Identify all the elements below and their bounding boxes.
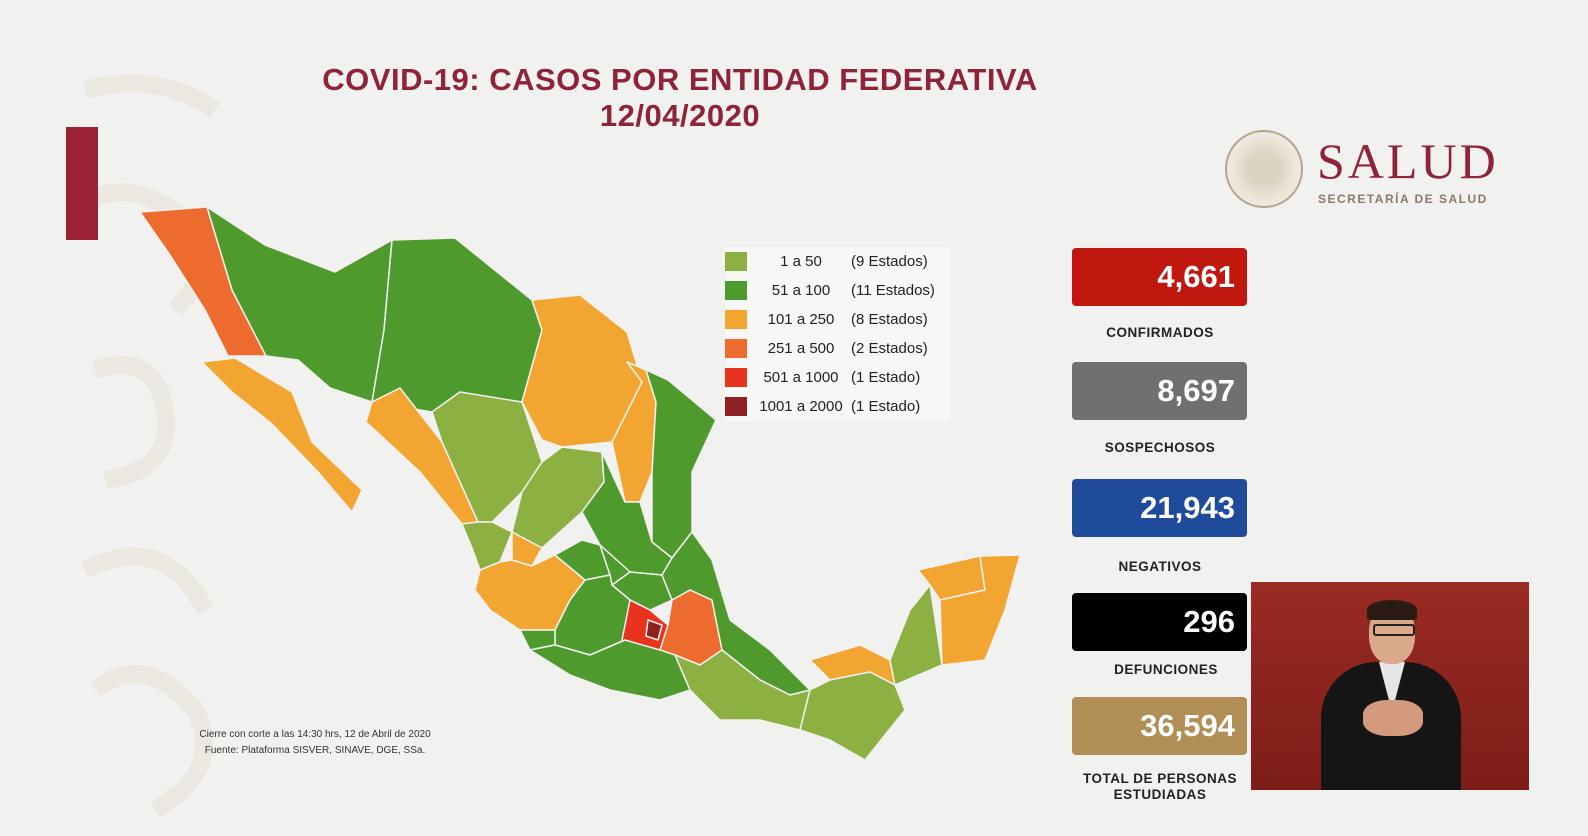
map-legend: 1 a 50 (9 Estados) 51 a 100 (11 Estados) 1… [725, 247, 950, 421]
state-chihuahua [371, 237, 543, 413]
state-campeche [889, 584, 943, 686]
legend-count: (9 Estados) [851, 253, 928, 270]
legend-range: 101 a 250 [767, 311, 835, 328]
sign-language-interpreter-video [1251, 582, 1529, 790]
legend-count: (1 Estado) [851, 398, 921, 415]
footnote-source: Fuente: Plataforma SISVER, SINAVE, DGE, … [204, 745, 426, 756]
legend-swatch [725, 281, 747, 300]
confirmed-count: 4,661 [1072, 248, 1247, 306]
title-date: 12/04/2020 [599, 98, 761, 133]
legend-count: (11 Estados) [851, 282, 935, 299]
legend-swatch [725, 252, 747, 271]
legend-item: 501 a 1000 (1 Estado) [725, 363, 950, 392]
salud-logo: SALUD SECRETARÍA DE SALUD [1225, 130, 1525, 210]
total-studied-label: TOTAL DE PERSONAS ESTUDIADAS [1082, 771, 1238, 802]
accent-bar [66, 127, 98, 240]
state-cdmx [645, 619, 663, 641]
legend-swatch [725, 310, 747, 329]
legend-item: 1001 a 2000 (1 Estado) [725, 392, 950, 421]
confirmed-label: CONFIRMADOS [1106, 325, 1214, 340]
legend-count: (1 Estado) [851, 369, 921, 386]
total-studied-count: 36,594 [1072, 697, 1247, 755]
state-quintana-roo [939, 554, 1021, 666]
interpreter-glasses [1373, 624, 1415, 636]
footnote-cutoff: Cierre con corte a las 14:30 hrs, 12 de … [199, 729, 431, 740]
state-baja-california-sur [201, 357, 363, 513]
legend-range: 51 a 100 [771, 282, 831, 299]
legend-count: (2 Estados) [851, 340, 928, 357]
legend-item: 251 a 500 (2 Estados) [725, 334, 950, 363]
state-nayarit [461, 521, 513, 571]
logo-subtitle: SECRETARÍA DE SALUD [1318, 192, 1488, 206]
negative-label: NEGATIVOS [1118, 559, 1202, 574]
state-chiapas [799, 671, 906, 761]
deaths-label: DEFUNCIONES [1114, 662, 1218, 677]
suspected-count: 8,697 [1072, 362, 1247, 420]
interpreter-hair [1367, 600, 1417, 620]
legend-swatch [725, 368, 747, 387]
footnote: Cierre con corte a las 14:30 hrs, 12 de … [160, 727, 470, 759]
title-line-1: COVID-19: CASOS POR ENTIDAD FEDERATIVA [322, 62, 1038, 97]
legend-count: (8 Estados) [851, 311, 928, 328]
page-title: COVID-19: CASOS POR ENTIDAD FEDERATIVA 1… [250, 62, 1110, 134]
logo-name: SALUD [1317, 133, 1499, 189]
suspected-label: SOSPECHOSOS [1104, 440, 1216, 455]
legend-item: 51 a 100 (11 Estados) [725, 276, 950, 305]
legend-swatch [725, 339, 747, 358]
legend-range: 1001 a 2000 [759, 398, 843, 415]
deaths-count: 296 [1072, 593, 1247, 651]
legend-swatch [725, 397, 747, 416]
legend-range: 251 a 500 [767, 340, 835, 357]
state-coahuila [521, 294, 643, 448]
interpreter-hands [1363, 700, 1423, 736]
negative-count: 21,943 [1072, 479, 1247, 537]
legend-item: 101 a 250 (8 Estados) [725, 305, 950, 334]
state-tamaulipas [645, 369, 717, 559]
mexico-seal-icon [1225, 130, 1303, 208]
legend-range: 501 a 1000 [763, 369, 839, 386]
legend-item: 1 a 50 (9 Estados) [725, 247, 950, 276]
legend-range: 1 a 50 [780, 253, 822, 270]
